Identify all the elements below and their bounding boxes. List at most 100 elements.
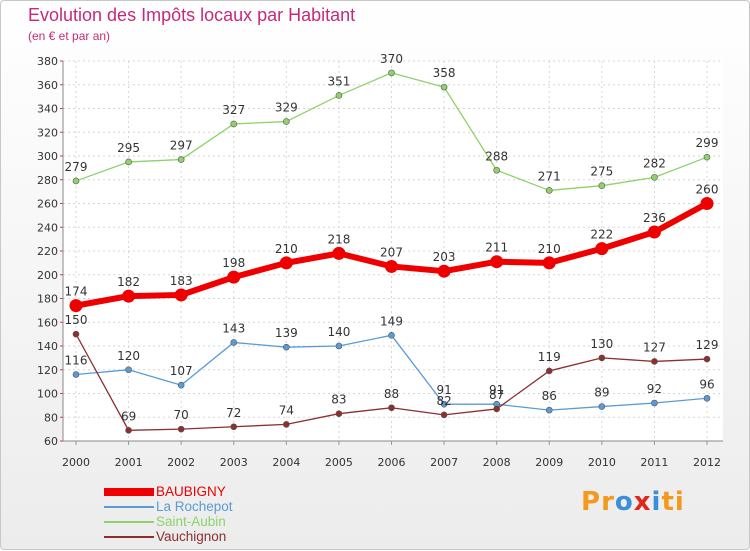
data-label-baubigny: 182 <box>117 275 140 289</box>
data-label-la-rochepot: 143 <box>222 321 245 335</box>
data-label-baubigny: 218 <box>327 232 350 246</box>
y-tick-label: 320 <box>37 126 58 139</box>
logo-letter: t <box>661 487 675 517</box>
data-point-saint-aubin <box>440 83 448 91</box>
data-point-la-rochepot <box>545 406 553 414</box>
data-label-vauchignon: 127 <box>643 340 666 354</box>
data-point-vauchignon <box>125 427 132 434</box>
y-tick-label: 280 <box>37 174 58 187</box>
y-tick-label: 360 <box>37 79 58 92</box>
data-point-vauchignon <box>283 421 290 428</box>
legend-label: Saint-Aubin <box>156 514 226 529</box>
data-label-la-rochepot: 86 <box>542 389 557 403</box>
data-label-vauchignon: 74 <box>279 403 294 417</box>
data-point-saint-aubin <box>177 156 185 163</box>
data-label-vauchignon: 87 <box>489 388 504 402</box>
y-tick-label: 140 <box>37 340 58 353</box>
data-point-vauchignon <box>545 367 553 375</box>
legend-item-baubigny: BAUBIGNY <box>104 484 284 500</box>
logo-letter: r <box>601 487 615 517</box>
data-point-baubigny <box>542 256 556 270</box>
x-tick-label: 2008 <box>483 456 511 469</box>
legend-label: Vauchignon <box>156 529 227 544</box>
data-point-baubigny <box>595 242 609 256</box>
data-label-saint-aubin: 329 <box>275 101 298 115</box>
x-tick-label: 2000 <box>62 456 90 469</box>
legend-swatch <box>104 515 154 530</box>
data-point-saint-aubin <box>125 158 132 166</box>
y-tick-label: 60 <box>44 435 58 448</box>
data-label-la-rochepot: 96 <box>699 377 714 391</box>
data-label-saint-aubin: 299 <box>696 136 719 150</box>
data-point-vauchignon <box>598 354 606 362</box>
data-point-la-rochepot <box>598 403 606 410</box>
data-point-la-rochepot <box>703 394 711 402</box>
logo-letter: i <box>674 487 685 517</box>
data-label-la-rochepot: 89 <box>594 386 609 400</box>
data-label-vauchignon: 83 <box>331 393 346 407</box>
data-point-baubigny <box>490 255 504 269</box>
x-tick-label: 2006 <box>378 456 406 469</box>
data-label-la-rochepot: 107 <box>170 364 193 378</box>
data-point-saint-aubin <box>598 182 606 189</box>
data-point-vauchignon <box>230 423 238 431</box>
data-point-baubigny <box>122 289 136 303</box>
data-point-saint-aubin <box>651 174 658 181</box>
x-tick-label: 2005 <box>325 456 353 469</box>
data-point-la-rochepot <box>230 339 238 346</box>
x-tick-label: 2011 <box>640 456 668 469</box>
y-tick-label: 240 <box>37 221 58 234</box>
data-point-la-rochepot <box>283 343 290 351</box>
data-point-la-rochepot <box>440 400 448 408</box>
data-point-vauchignon <box>72 330 80 338</box>
data-label-saint-aubin: 295 <box>117 141 140 155</box>
data-label-saint-aubin: 288 <box>485 149 508 163</box>
y-tick-label: 220 <box>37 245 58 258</box>
data-label-la-rochepot: 139 <box>275 326 298 340</box>
data-label-baubigny: 211 <box>485 241 508 255</box>
x-tick-label: 2002 <box>167 456 195 469</box>
legend-swatch <box>104 485 154 500</box>
data-label-la-rochepot: 120 <box>117 349 140 363</box>
data-point-baubigny <box>700 197 714 210</box>
logo-letter: i <box>651 487 662 517</box>
chart-title: Evolution des Impôts locaux par Habitant <box>28 5 356 25</box>
data-label-baubigny: 183 <box>170 274 193 288</box>
data-point-la-rochepot <box>388 332 395 339</box>
legend-label: La Rochepot <box>156 499 233 514</box>
legend-item-la-rochepot: La Rochepot <box>104 499 284 515</box>
data-label-vauchignon: 88 <box>384 387 399 401</box>
logo-letter: x <box>633 487 652 517</box>
data-point-baubigny <box>227 270 241 284</box>
data-label-la-rochepot: 149 <box>380 314 403 328</box>
y-tick-label: 100 <box>37 388 58 401</box>
data-point-vauchignon <box>651 358 658 365</box>
data-label-saint-aubin: 327 <box>222 103 245 117</box>
data-label-vauchignon: 150 <box>65 313 88 327</box>
data-point-la-rochepot <box>72 371 80 378</box>
data-label-vauchignon: 70 <box>174 408 189 422</box>
data-point-vauchignon <box>440 411 448 419</box>
data-point-saint-aubin <box>335 92 343 99</box>
data-label-la-rochepot: 92 <box>647 382 662 396</box>
data-label-baubigny: 198 <box>222 256 245 270</box>
y-tick-label: 200 <box>37 269 58 282</box>
data-point-saint-aubin <box>388 69 395 77</box>
logo-letter: o <box>614 487 634 517</box>
data-point-baubigny <box>437 264 451 278</box>
x-tick-label: 2001 <box>115 456 143 469</box>
y-tick-label: 380 <box>37 55 58 68</box>
data-point-la-rochepot <box>125 366 132 374</box>
data-point-vauchignon <box>703 355 711 363</box>
legend: BAUBIGNY La Rochepot Saint-Aubin Vauchignon <box>104 484 284 545</box>
data-label-la-rochepot: 140 <box>327 325 350 339</box>
data-point-baubigny <box>332 246 346 260</box>
y-tick-label: 180 <box>37 293 58 306</box>
x-tick-label: 2012 <box>693 456 721 469</box>
data-point-saint-aubin <box>283 118 290 125</box>
y-tick-label: 160 <box>37 316 58 329</box>
x-tick-label: 2004 <box>272 456 300 469</box>
data-point-saint-aubin <box>230 120 238 128</box>
